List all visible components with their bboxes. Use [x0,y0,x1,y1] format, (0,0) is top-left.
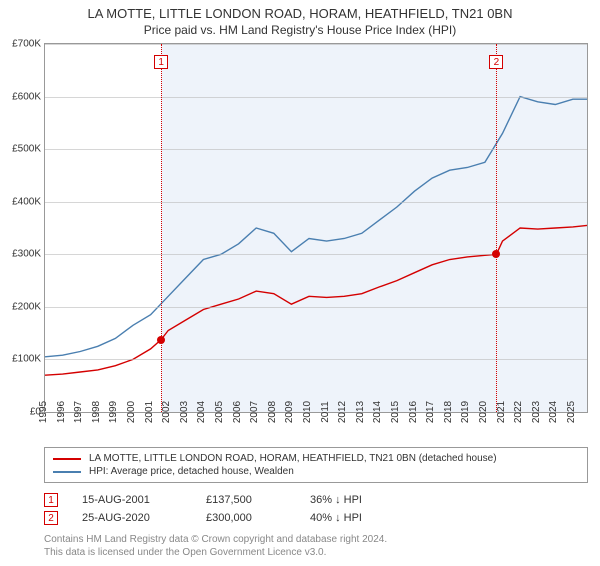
x-axis-label: 2012 [333,401,348,423]
chart-container: LA MOTTE, LITTLE LONDON ROAD, HORAM, HEA… [0,6,600,566]
x-axis-label: 2007 [245,401,260,423]
x-axis-label: 2010 [298,401,313,423]
legend-item: LA MOTTE, LITTLE LONDON ROAD, HORAM, HEA… [53,452,579,465]
transactions-table: 1 15-AUG-2001 £137,500 36% ↓ HPI 2 25-AUG-202… [44,491,588,527]
x-axis-label: 1995 [34,401,49,423]
y-axis-label: £700K [12,39,45,50]
x-axis-label: 2013 [351,401,366,423]
x-axis-label: 2017 [421,401,436,423]
transaction-row: 2 25-AUG-2020 £300,000 40% ↓ HPI [44,509,588,527]
x-axis-label: 1997 [69,401,84,423]
x-axis-label: 2023 [527,401,542,423]
chart-title: LA MOTTE, LITTLE LONDON ROAD, HORAM, HEA… [0,6,600,21]
footer-attribution: Contains HM Land Registry data © Crown c… [44,533,588,559]
legend-box: LA MOTTE, LITTLE LONDON ROAD, HORAM, HEA… [44,447,588,483]
x-axis-label: 2021 [491,401,506,423]
legend-item: HPI: Average price, detached house, Weal… [53,465,579,478]
x-axis-label: 2025 [562,401,577,423]
x-axis-label: 2002 [157,401,172,423]
footer-line-2: This data is licensed under the Open Gov… [44,546,588,559]
gridline-h [45,149,587,150]
transaction-price: £137,500 [206,494,286,506]
transaction-date: 15-AUG-2001 [82,494,182,506]
x-axis-label: 2018 [439,401,454,423]
transaction-index-box: 1 [44,493,58,507]
price-marker-dot [157,336,165,344]
y-axis-label: £400K [12,196,45,207]
y-axis-label: £600K [12,91,45,102]
x-axis-label: 1999 [104,401,119,423]
y-axis-label: £100K [12,354,45,365]
event-marker-box: 1 [154,55,168,69]
transaction-index-box: 2 [44,511,58,525]
x-axis-label: 2006 [227,401,242,423]
chart-lines-svg [45,44,587,412]
y-axis-label: £500K [12,144,45,155]
x-axis-label: 2015 [386,401,401,423]
legend-swatch [53,471,81,473]
gridline-h [45,254,587,255]
event-vline [496,44,497,412]
transaction-row: 1 15-AUG-2001 £137,500 36% ↓ HPI [44,491,588,509]
x-axis-label: 2009 [280,401,295,423]
chart-subtitle: Price paid vs. HM Land Registry's House … [0,23,600,37]
x-axis-label: 2004 [192,401,207,423]
chart-plot-area: £0£100K£200K£300K£400K£500K£600K£700K199… [44,43,588,413]
x-axis-label: 2014 [368,401,383,423]
x-axis-label: 2022 [509,401,524,423]
event-vline [161,44,162,412]
transaction-vs-hpi: 40% ↓ HPI [310,512,420,524]
transaction-vs-hpi: 36% ↓ HPI [310,494,420,506]
x-axis-label: 2000 [122,401,137,423]
gridline-h [45,44,587,45]
gridline-h [45,97,587,98]
x-axis-label: 2003 [175,401,190,423]
series-line [45,225,587,375]
x-axis-label: 1998 [87,401,102,423]
legend-label: HPI: Average price, detached house, Weal… [89,466,294,477]
transaction-date: 25-AUG-2020 [82,512,182,524]
legend-label: LA MOTTE, LITTLE LONDON ROAD, HORAM, HEA… [89,453,497,464]
y-axis-label: £200K [12,301,45,312]
x-axis-label: 2024 [544,401,559,423]
gridline-h [45,307,587,308]
footer-line-1: Contains HM Land Registry data © Crown c… [44,533,588,546]
x-axis-label: 1996 [51,401,66,423]
x-axis-label: 2001 [139,401,154,423]
x-axis-label: 2011 [316,401,331,423]
x-axis-label: 2008 [263,401,278,423]
x-axis-label: 2016 [403,401,418,423]
gridline-h [45,359,587,360]
price-marker-dot [492,250,500,258]
gridline-h [45,202,587,203]
transaction-price: £300,000 [206,512,286,524]
y-axis-label: £300K [12,249,45,260]
series-line [45,97,587,357]
x-axis-label: 2005 [210,401,225,423]
x-axis-label: 2020 [474,401,489,423]
event-marker-box: 2 [489,55,503,69]
x-axis-label: 2019 [456,401,471,423]
legend-swatch [53,458,81,460]
